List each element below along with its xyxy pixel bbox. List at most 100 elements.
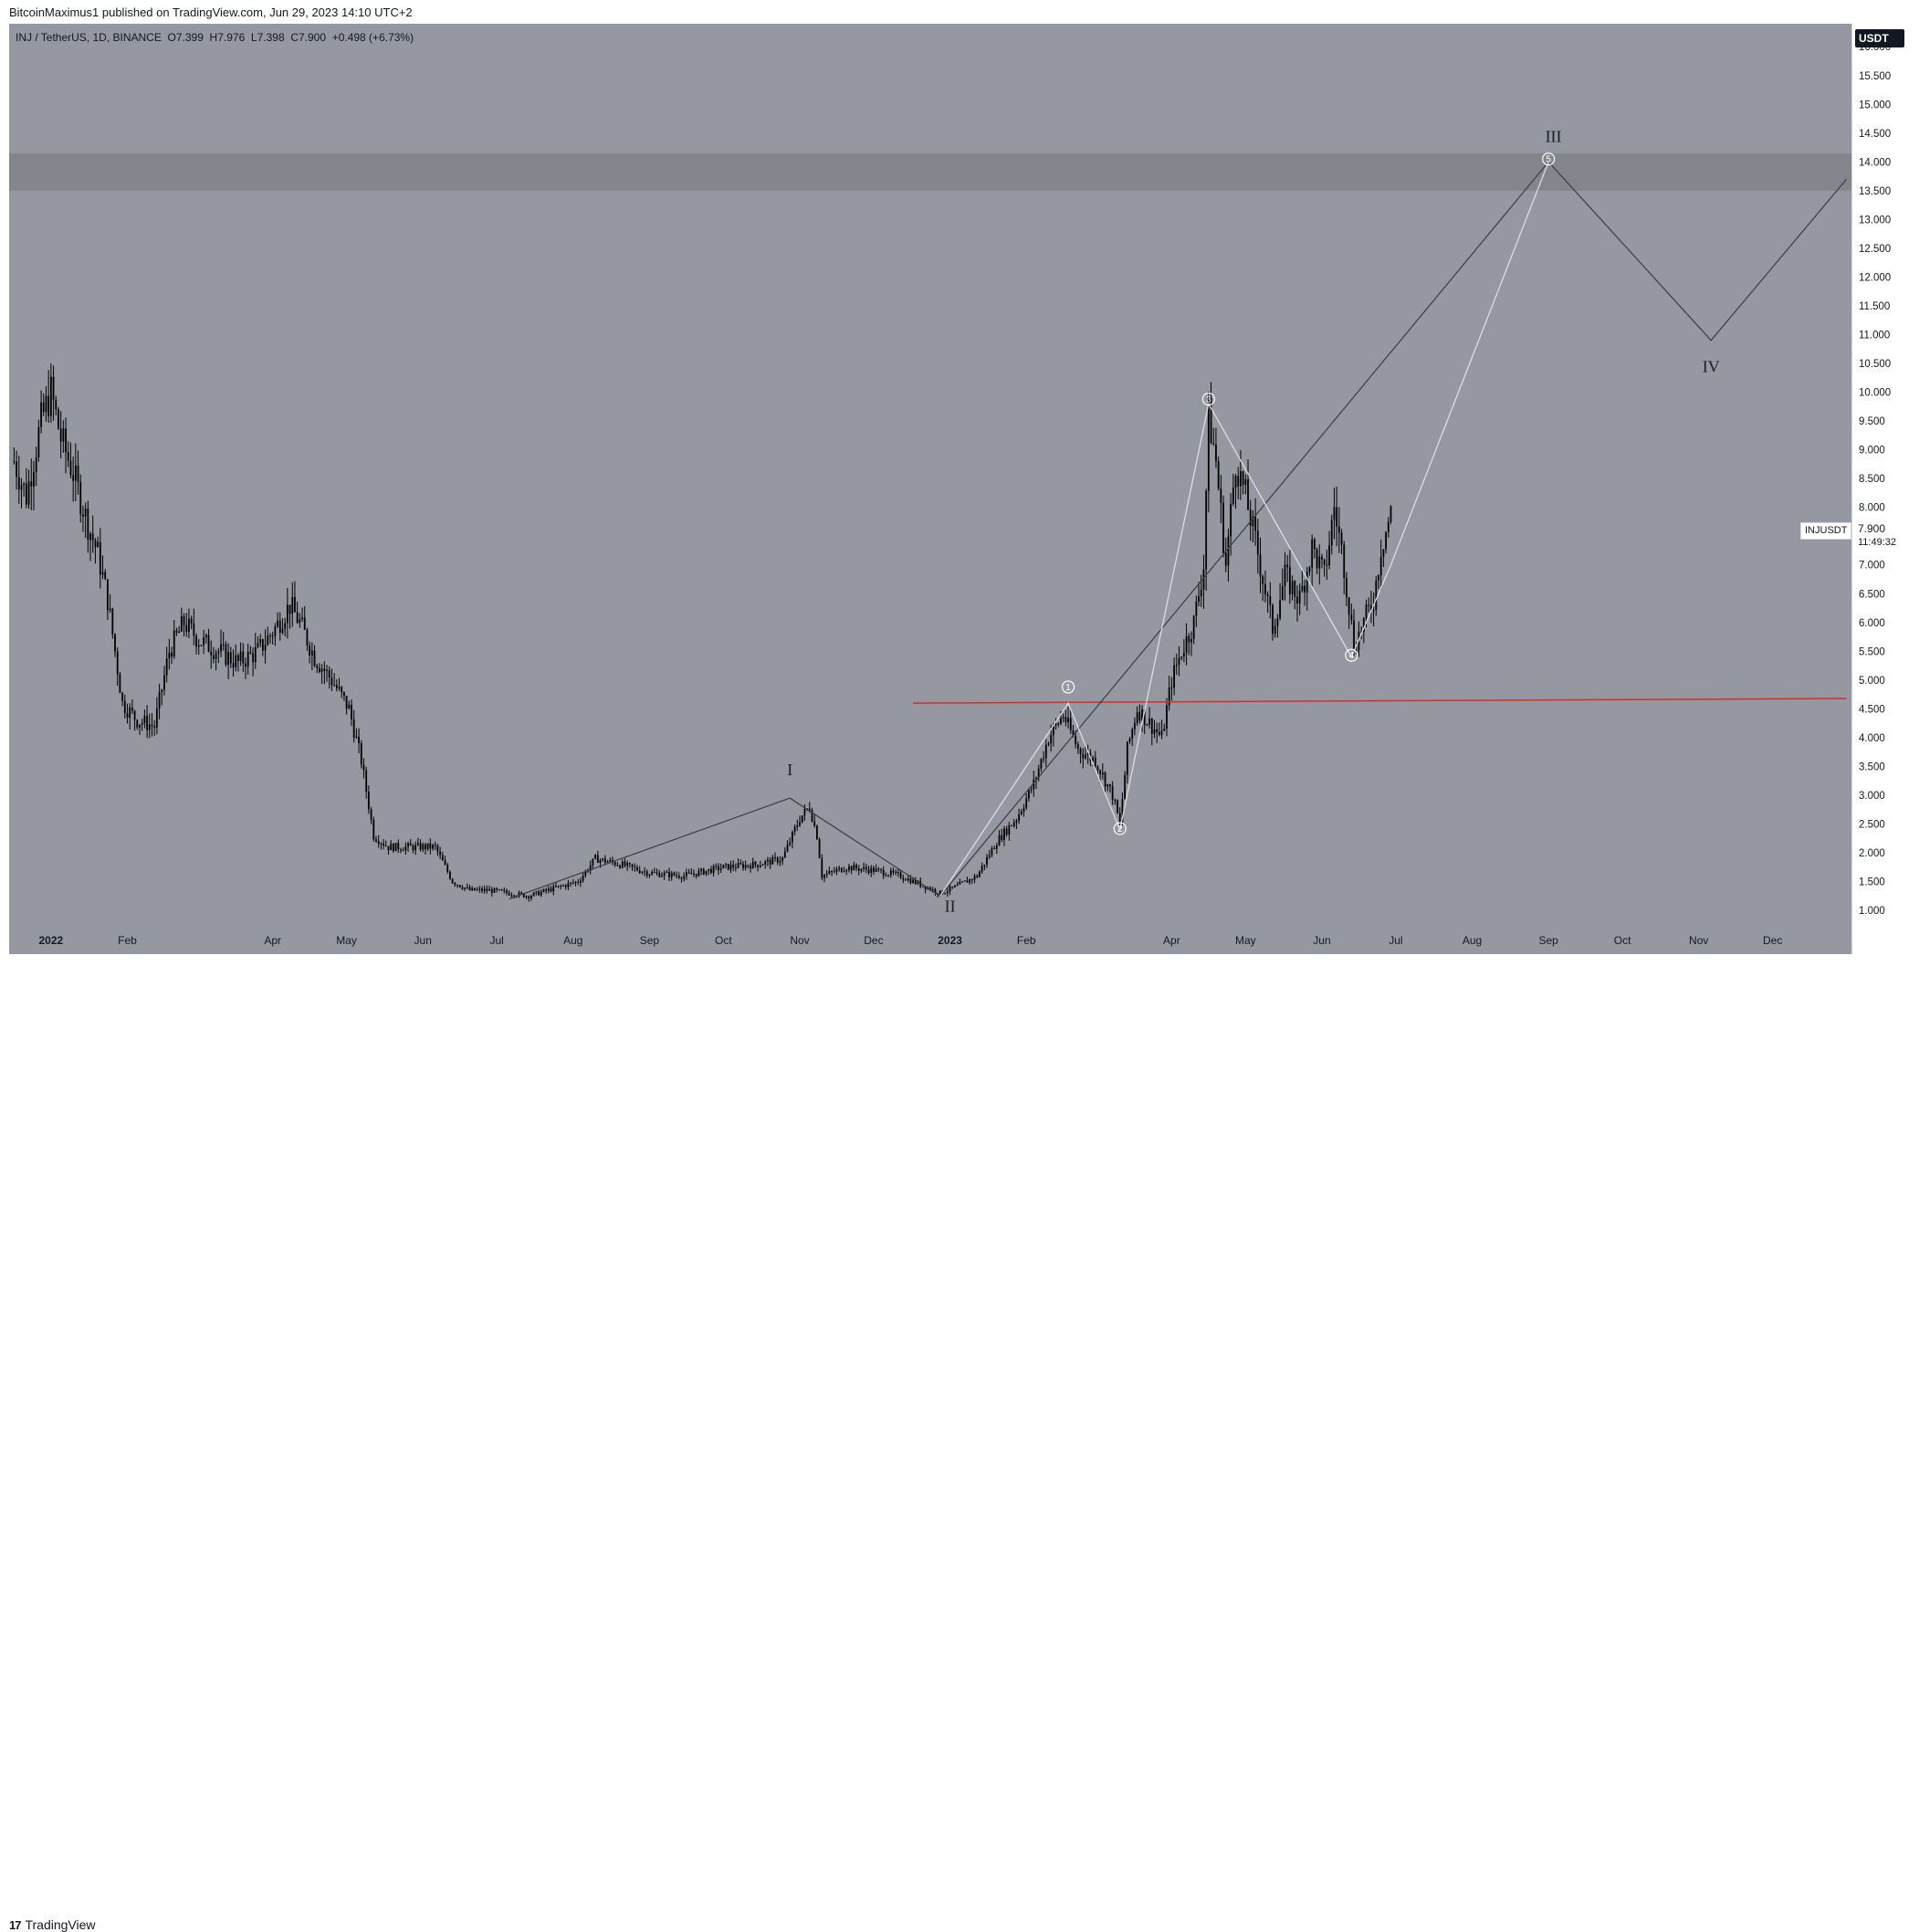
- candle-body: [986, 856, 988, 865]
- candle-body: [747, 865, 750, 866]
- candle-body: [153, 726, 156, 728]
- high-value: 7.976: [217, 31, 246, 44]
- candle-body: [1195, 601, 1198, 616]
- candle-body: [1306, 572, 1308, 593]
- candle-body: [1200, 589, 1202, 597]
- y-tick-label: 15.500: [1859, 71, 1891, 82]
- candle-body: [619, 865, 621, 868]
- candle-body: [291, 597, 294, 614]
- candle-body: [1072, 730, 1075, 737]
- candle-body: [845, 869, 848, 872]
- candle-body: [278, 620, 281, 634]
- candle-body: [1138, 712, 1141, 721]
- candle-body: [983, 864, 986, 866]
- candle-body: [84, 508, 87, 517]
- candle-body: [570, 882, 572, 884]
- candle-body: [367, 792, 370, 810]
- candle-body: [658, 872, 661, 877]
- candle-body: [1294, 581, 1296, 597]
- candle-body: [1330, 520, 1333, 546]
- candle-body: [917, 880, 919, 884]
- symbol-title: INJ / TetherUS, 1D, BINANCE: [16, 31, 162, 44]
- candle-body: [1096, 766, 1099, 771]
- candle-body: [468, 887, 471, 891]
- close-value: 7.900: [298, 31, 327, 44]
- symbol-info[interactable]: INJ / TetherUS, 1D, BINANCE O7.399 H7.97…: [16, 31, 414, 44]
- candle-body: [865, 866, 867, 870]
- y-tick-label: 3.500: [1859, 761, 1885, 772]
- candle-body: [1217, 461, 1220, 489]
- candle-body: [877, 868, 880, 870]
- candle-body: [1298, 591, 1301, 604]
- y-tick-label: 5.500: [1859, 646, 1885, 657]
- candle-body: [119, 674, 121, 694]
- candle-body: [220, 644, 222, 652]
- candle-body: [1160, 730, 1163, 735]
- candle-body: [1333, 507, 1336, 520]
- candle-body: [473, 887, 476, 891]
- candle-body: [316, 666, 319, 668]
- candle-body: [429, 843, 432, 849]
- candle-body: [695, 874, 697, 877]
- candle-body: [1276, 618, 1279, 626]
- candle-body: [993, 848, 996, 850]
- candle-body: [651, 872, 654, 875]
- candle-body: [277, 620, 278, 627]
- candle-body: [796, 824, 799, 828]
- candle-body: [995, 845, 998, 849]
- candle-body: [774, 856, 776, 858]
- candle-body: [387, 845, 390, 851]
- candle-body: [1224, 552, 1227, 566]
- candle-body: [267, 635, 269, 646]
- candle-body: [1047, 743, 1050, 745]
- candle-body: [1272, 604, 1274, 635]
- candle-body: [1288, 567, 1291, 594]
- tradingview-logo[interactable]: 17 TradingView: [9, 1917, 96, 1932]
- candle-body: [875, 868, 877, 872]
- candle-body: [303, 617, 306, 630]
- candle-body: [653, 872, 655, 874]
- candle-body: [296, 612, 299, 624]
- candle-body: [895, 872, 897, 874]
- high-label: H: [209, 31, 218, 44]
- candle-body: [729, 865, 732, 870]
- candle-body: [599, 859, 602, 864]
- x-tick-label: Jun: [414, 934, 432, 947]
- candle-body: [35, 457, 37, 472]
- candle-body: [1040, 759, 1043, 769]
- candle-body: [141, 722, 143, 725]
- candle-body: [358, 736, 360, 744]
- candle-body: [190, 618, 193, 624]
- x-tick-label: Oct: [1614, 934, 1631, 947]
- currency-badge[interactable]: USDT: [1855, 29, 1904, 47]
- candle-body: [163, 675, 165, 690]
- candle-body: [1025, 798, 1028, 808]
- price-axis[interactable]: [1851, 24, 1911, 954]
- candle-body: [572, 882, 574, 884]
- resistance-zone: [9, 152, 1851, 191]
- candle-body: [171, 652, 173, 657]
- y-tick-label: 14.500: [1859, 129, 1891, 140]
- candle-body: [500, 889, 503, 891]
- candle-body: [815, 825, 818, 840]
- candle-body: [330, 677, 333, 686]
- candle-body: [636, 866, 638, 871]
- candle-body: [518, 892, 520, 897]
- candle-body: [52, 376, 55, 400]
- candle-body: [1308, 567, 1311, 572]
- y-tick-label: 13.000: [1859, 215, 1891, 226]
- candle-body: [27, 481, 30, 505]
- candle-body: [478, 888, 481, 890]
- candle-body: [1035, 777, 1037, 780]
- candle-body: [577, 881, 580, 883]
- candle-body: [831, 871, 833, 873]
- candle-body: [1173, 665, 1175, 688]
- candle-body: [178, 631, 181, 634]
- candle-body: [1075, 736, 1077, 745]
- candle-body: [1269, 595, 1272, 605]
- candle-body: [506, 890, 508, 893]
- candle-body: [828, 871, 831, 874]
- x-tick-label: 2023: [938, 934, 962, 947]
- candle-body: [1318, 556, 1321, 569]
- candle-body: [1153, 729, 1156, 734]
